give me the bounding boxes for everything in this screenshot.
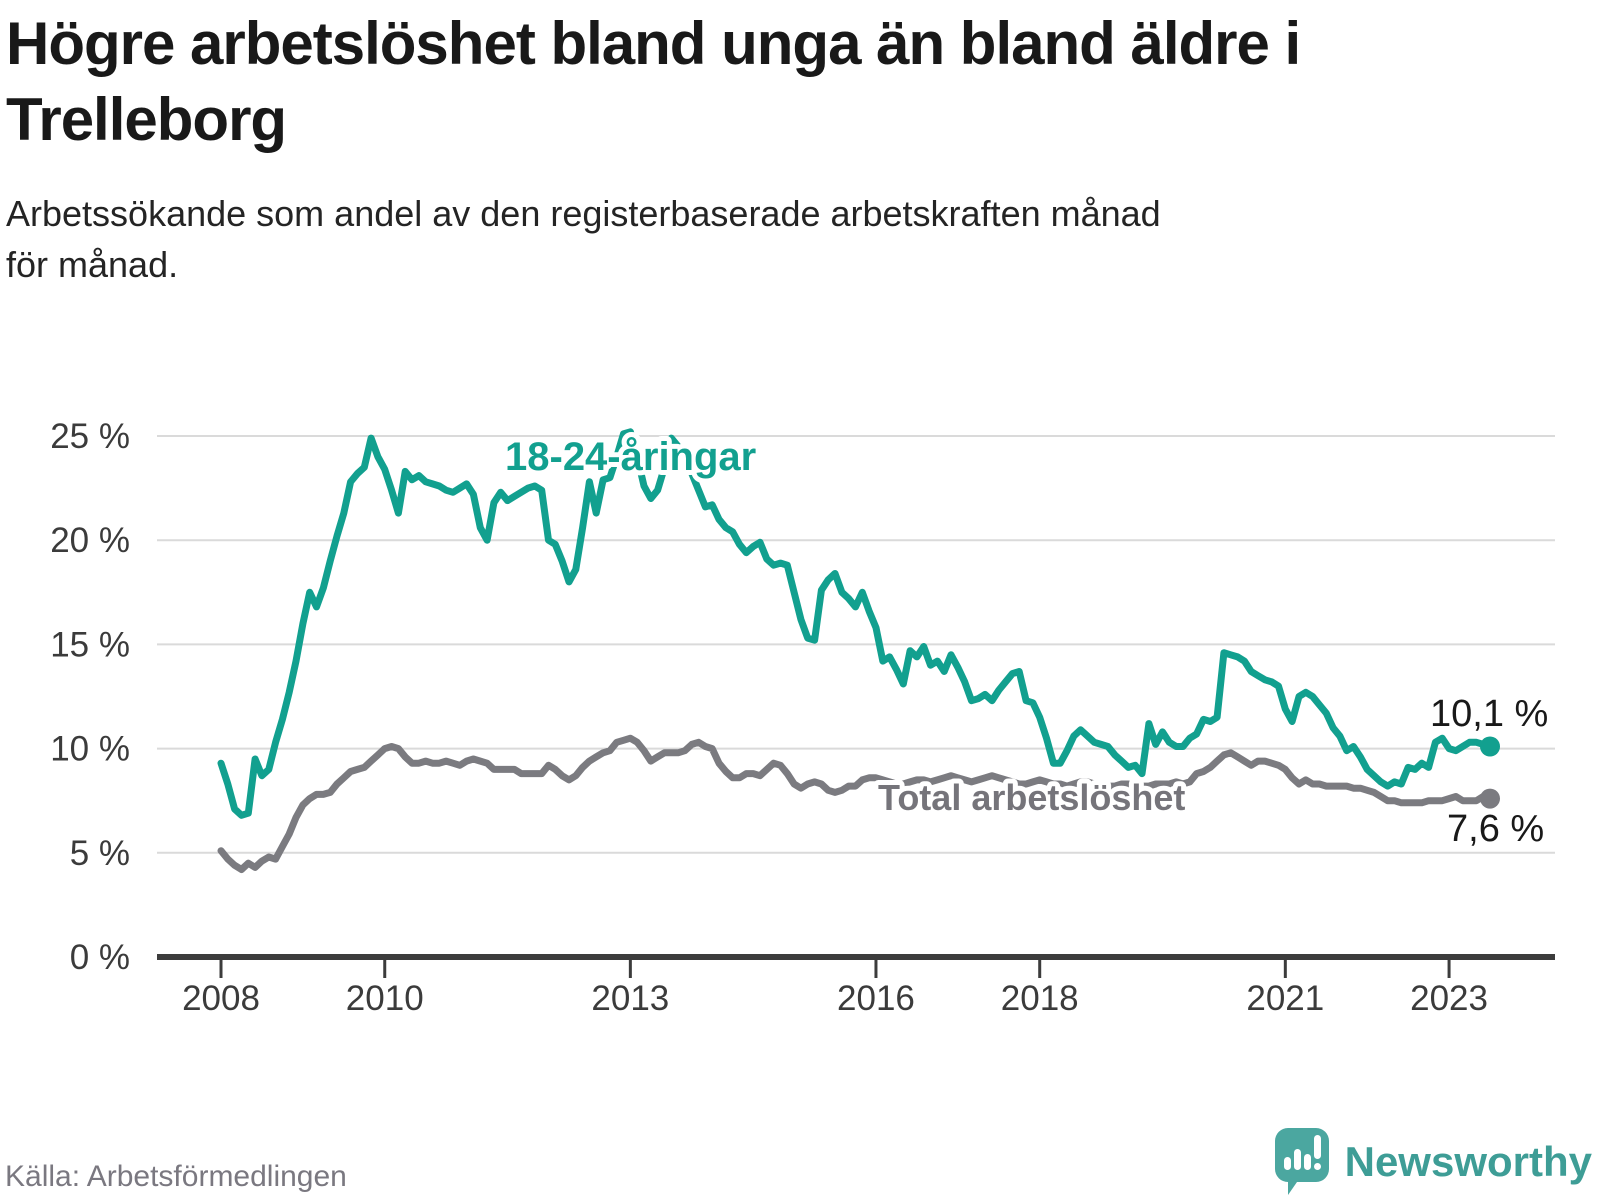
logo-bar-2	[1293, 1149, 1301, 1170]
y-axis-label-25: 25 %	[50, 417, 130, 456]
newsworthy-logo: Newsworthy	[1273, 1124, 1592, 1200]
page-title: Högre arbetslöshet bland unga än bland ä…	[6, 6, 1566, 158]
y-axis-label-0: 0 %	[70, 938, 130, 977]
end-value-label-total: 7,6 %	[1447, 808, 1544, 850]
series-line-youth	[217, 428, 1494, 819]
end-dot-total	[1480, 788, 1500, 809]
x-axis-label-2023: 2023	[1410, 979, 1488, 1018]
end-dot-youth	[1480, 736, 1500, 757]
end-value-label-youth: 10,1 %	[1430, 693, 1548, 735]
chart-subtitle-line-2: för månad.	[6, 244, 179, 286]
series-line-total	[217, 734, 1494, 873]
source-text: Källa: Arbetsförmedlingen	[5, 1160, 347, 1193]
chart-subtitle-line-1: Arbetssökande som andel av den registerb…	[6, 193, 1161, 234]
x-axis-label-2008: 2008	[182, 979, 260, 1018]
x-axis-label-2016: 2016	[837, 979, 915, 1018]
chart-subtitle: Arbetssökande som andel av den registerb…	[6, 188, 1566, 290]
page-title-line-1: Högre arbetslöshet bland unga än bland ä…	[6, 10, 1301, 77]
series-label-total: Total arbetslöshet	[878, 777, 1185, 818]
x-axis-label-2021: 2021	[1246, 979, 1324, 1018]
y-axis-label-15: 15 %	[50, 625, 130, 664]
logo-exclamation-bar	[1313, 1135, 1321, 1159]
y-axis-label-10: 10 %	[50, 730, 130, 769]
logo-exclamation-dot	[1313, 1163, 1321, 1170]
x-axis-label-2018: 2018	[1001, 979, 1079, 1018]
x-axis-label-2013: 2013	[591, 979, 669, 1018]
series-label-youth: 18-24-åringar	[505, 435, 756, 479]
newsworthy-logo-text: Newsworthy	[1344, 1138, 1592, 1185]
logo-bar-1	[1283, 1157, 1291, 1170]
y-axis-label-5: 5 %	[70, 834, 130, 873]
y-axis-label-20: 20 %	[50, 521, 130, 560]
logo-bar-3	[1303, 1154, 1311, 1170]
x-axis-label-2010: 2010	[346, 979, 424, 1018]
newsworthy-logo-icon	[1274, 1128, 1329, 1195]
page-title-line-2: Trelleborg	[6, 86, 287, 154]
